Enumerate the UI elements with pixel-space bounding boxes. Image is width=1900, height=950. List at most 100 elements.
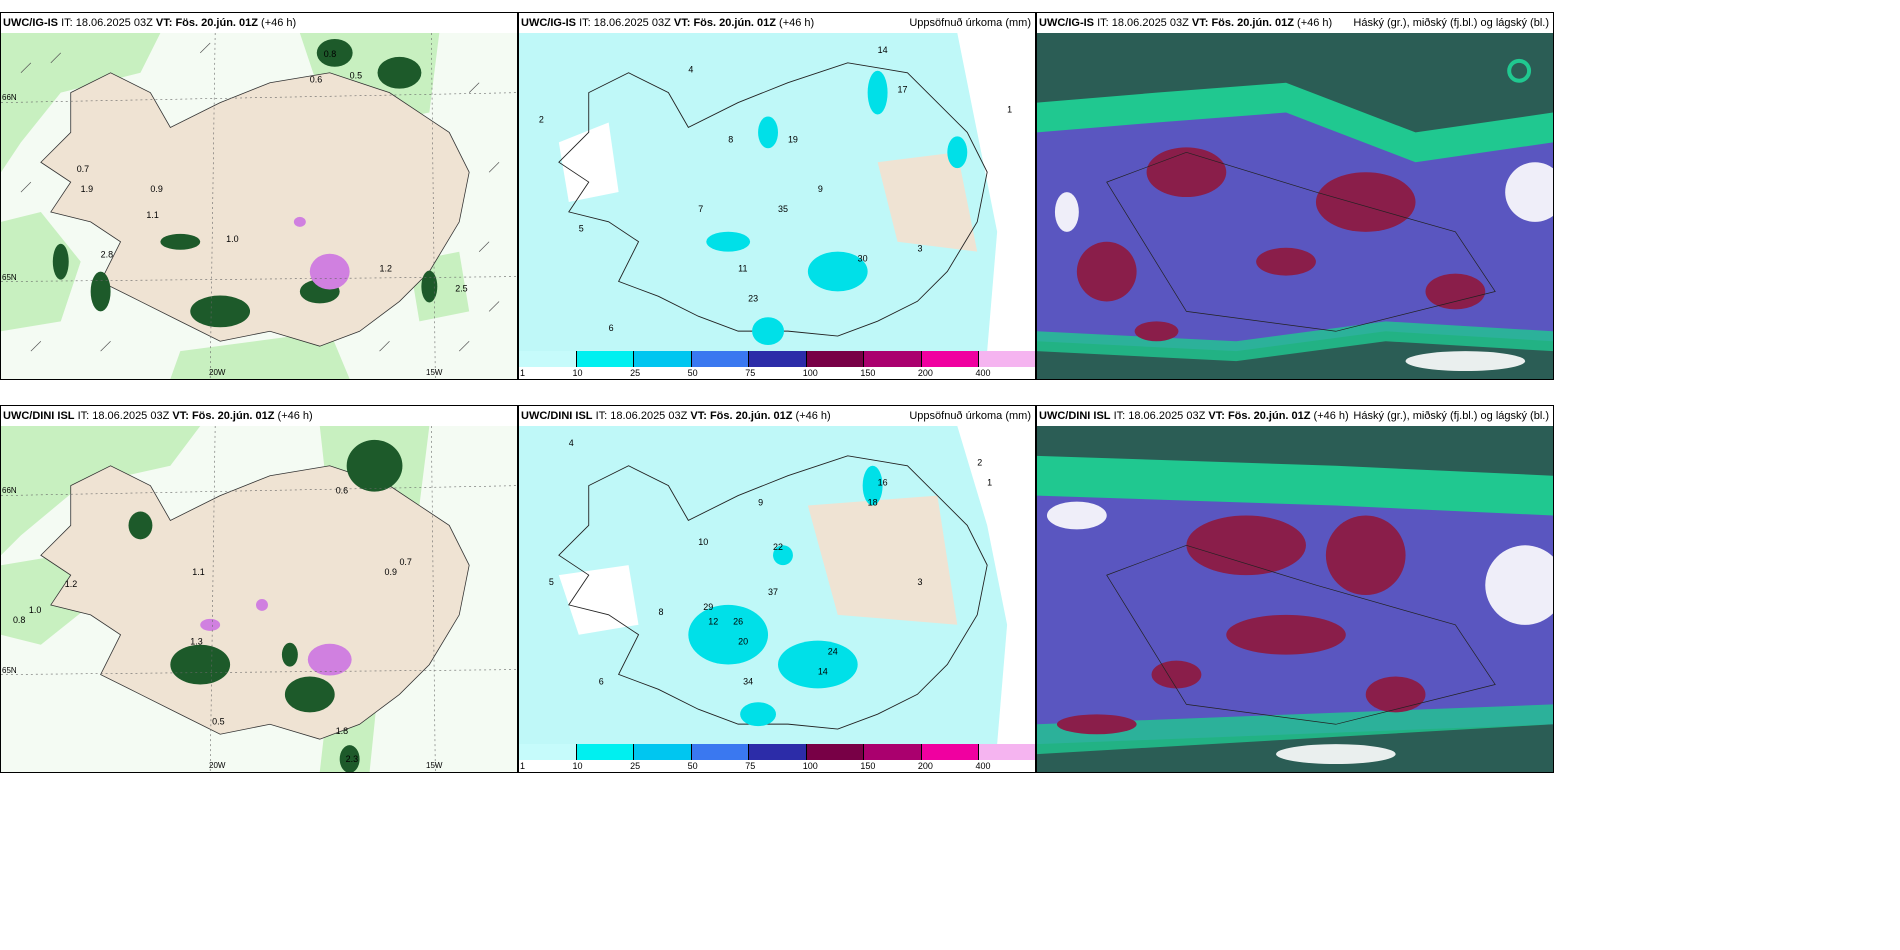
colorbar-swatch: [864, 351, 922, 367]
valid-time: Fös. 20.jún. 01Z: [1211, 17, 1294, 29]
cyan-precip-cells: [706, 70, 968, 346]
lead-time: (+46 h): [1313, 410, 1349, 422]
svg-text:1.3: 1.3: [190, 637, 202, 647]
svg-text:24: 24: [828, 647, 838, 657]
svg-text:35: 35: [778, 204, 788, 214]
svg-text:3: 3: [917, 244, 922, 254]
colorbar-tick-label: 400: [975, 368, 991, 378]
svg-text:10: 10: [698, 537, 708, 547]
svg-text:26: 26: [733, 617, 743, 627]
lat-label-66n: 66N: [2, 486, 17, 495]
colorbar-tick-label: 75: [745, 761, 756, 771]
lead-time: (+46 h): [261, 17, 297, 29]
svg-text:11: 11: [738, 264, 747, 274]
lon-label-20w: 20W: [209, 761, 226, 770]
lon-label-15w: 15W: [426, 761, 443, 770]
colorbar-swatch: [519, 744, 577, 760]
svg-text:6: 6: [609, 323, 614, 333]
svg-text:0.9: 0.9: [385, 567, 397, 577]
svg-text:20: 20: [738, 637, 748, 647]
panel-header: UWC/DINI ISL IT: 18.06.2025 03Z VT: Fös.…: [1, 406, 517, 426]
panel-header: UWC/IG-IS IT: 18.06.2025 03Z VT: Fös. 20…: [519, 13, 1035, 33]
colorbar-swatch: [691, 744, 750, 760]
graticule: [1, 426, 517, 772]
map-clouds[interactable]: [1037, 33, 1553, 379]
svg-text:1.0: 1.0: [29, 605, 41, 615]
precip-map-svg: 4 5 6 8 10 12 14 16 18 20 22 24 26 29 34…: [519, 426, 1035, 744]
valid-time: Fös. 20.jún. 01Z: [191, 410, 275, 422]
graticule: [1, 33, 517, 379]
valid-time: Fös. 20.jún. 01Z: [175, 17, 258, 29]
heavy-precip-cells: [128, 439, 403, 772]
map-wind[interactable]: 0.8 0.7 0.6 0.5 0.9 1.1 1.0 1.2 1.8 2.3 …: [1, 426, 517, 772]
colorbar-swatch: [576, 744, 635, 760]
svg-text:1.0: 1.0: [226, 234, 238, 244]
svg-text:1.1: 1.1: [146, 210, 158, 220]
svg-text:0.6: 0.6: [336, 486, 348, 496]
map-wind[interactable]: 0.8 0.7 0.6 0.5 0.9 1.1 1.0 1.2 2.8 2.5 …: [1, 33, 517, 379]
colorbar-tick-label: 75: [745, 368, 756, 378]
colorbar-swatch: [979, 744, 1035, 760]
svg-text:2.3: 2.3: [346, 754, 358, 764]
colorbar-swatch: [576, 351, 635, 367]
panel-title: Uppsöfnuð úrkoma (mm): [909, 410, 1031, 422]
svg-text:14: 14: [818, 666, 828, 676]
svg-text:2.5: 2.5: [455, 284, 467, 294]
map-precip[interactable]: 4 5 6 8 10 12 14 16 18 20 22 24 26 29 34…: [519, 426, 1035, 744]
precip-panel-top: UWC/IG-IS IT: 18.06.2025 03Z VT: Fös. 20…: [518, 12, 1036, 380]
lat-label-66n: 66N: [2, 93, 17, 102]
iceland-land: [40, 72, 470, 347]
svg-text:2: 2: [977, 458, 982, 468]
precip-colorbar: 1 10 25 50 75 100 150 200 400: [519, 744, 1035, 772]
panel-header: UWC/IG-IS IT: 18.06.2025 03Z VT: Fös. 20…: [1, 13, 517, 33]
svg-text:3: 3: [917, 577, 922, 587]
svg-text:9: 9: [758, 498, 763, 508]
high-cloud-maroon: [1076, 147, 1486, 342]
map-clouds[interactable]: [1037, 426, 1553, 772]
model-name: UWC/DINI ISL: [521, 410, 593, 422]
svg-text:7: 7: [698, 204, 703, 214]
colorbar-swatch: [864, 744, 922, 760]
map-precip[interactable]: 4 5 6 7 8 14 19 11 30 35 23 17 9 3 1 2: [519, 33, 1035, 351]
lon-label-15w: 15W: [426, 368, 443, 377]
init-time: 18.06.2025 03Z: [610, 410, 688, 422]
svg-text:22: 22: [773, 542, 783, 552]
lat-label-65n: 65N: [2, 273, 17, 282]
colorbar-tick-label: 100: [802, 761, 818, 771]
svg-text:1: 1: [1007, 105, 1012, 115]
svg-text:5: 5: [549, 577, 554, 587]
panel-header: UWC/DINI ISL IT: 18.06.2025 03Z VT: Fös.…: [519, 406, 1035, 426]
svg-text:1.2: 1.2: [65, 579, 77, 589]
panel-title: Uppsöfnuð úrkoma (mm): [909, 17, 1031, 29]
svg-text:19: 19: [788, 134, 798, 144]
colorbar-swatch: [979, 351, 1035, 367]
magenta-cells: [200, 599, 352, 676]
colorbar-tick-label: 400: [975, 761, 991, 771]
lead-time: (+46 h): [1297, 17, 1333, 29]
lat-label-65n: 65N: [2, 666, 17, 675]
panel-header: UWC/IG-IS IT: 18.06.2025 03Z VT: Fös. 20…: [1037, 13, 1553, 33]
cloud-panel-bottom: UWC/DINI ISL IT: 18.06.2025 03Z VT: Fös.…: [1036, 405, 1554, 773]
colorbar-swatch: [749, 351, 807, 367]
colorbar-swatch: [921, 351, 980, 367]
svg-text:0.5: 0.5: [212, 716, 224, 726]
colorbar-tick-label: 50: [687, 368, 698, 378]
colorbar-tick-label: 100: [802, 368, 818, 378]
wind-values: 0.8 0.7 0.6 0.5 0.9 1.1 1.0 1.2 1.8 2.3 …: [13, 486, 412, 764]
svg-text:9: 9: [818, 184, 823, 194]
svg-text:0.8: 0.8: [13, 615, 25, 625]
svg-text:0.7: 0.7: [77, 164, 89, 174]
init-time: 18.06.2025 03Z: [1111, 17, 1189, 29]
svg-text:1.1: 1.1: [192, 567, 204, 577]
colorbar-tick-label: 10: [572, 368, 583, 378]
svg-text:0.5: 0.5: [350, 71, 362, 81]
colorbar-tick-label: 150: [860, 761, 876, 771]
colorbar-swatch: [806, 744, 865, 760]
precip-panel-bottom: UWC/DINI ISL IT: 18.06.2025 03Z VT: Fös.…: [518, 405, 1036, 773]
svg-text:18: 18: [868, 498, 878, 508]
panel-title: Háský (gr.), miðský (fj.bl.) og lágský (…: [1353, 17, 1549, 29]
clear-sky: [1046, 501, 1553, 765]
precip-colorbar: 1 10 25 50 75 100 150 200 400: [519, 351, 1035, 379]
wind-precip-panel-top: UWC/IG-IS IT: 18.06.2025 03Z VT: Fös. 20…: [0, 12, 518, 380]
cyan-precip-cells: [688, 465, 883, 727]
